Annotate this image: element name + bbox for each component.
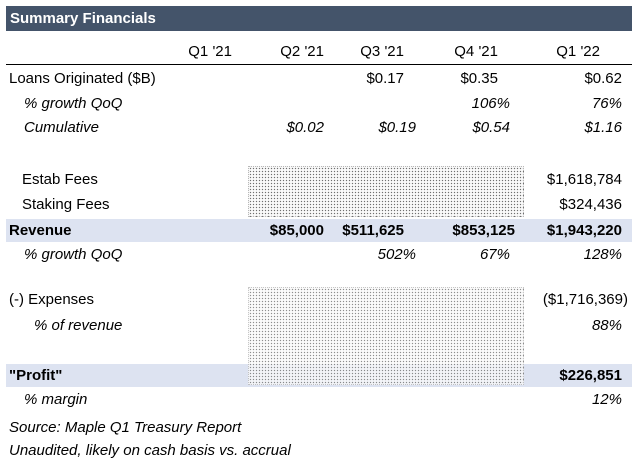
row-label-estab-fees: Estab Fees xyxy=(22,171,98,188)
row-label-expenses: (-) Expenses xyxy=(9,291,95,308)
row-label-cumulative: Cumulative xyxy=(24,119,100,136)
column-header-q1-21: Q1 '21 xyxy=(188,43,232,60)
source-footnote: Source: Maple Q1 Treasury Report xyxy=(9,419,242,436)
header-divider xyxy=(6,64,632,65)
column-header-q4-21: Q4 '21 xyxy=(454,43,498,60)
row-label-pct-of-revenue: % of revenue xyxy=(34,317,123,334)
table-title: Summary Financials xyxy=(6,6,632,31)
cell-revenue-growth-q4-21: 67% xyxy=(479,246,510,263)
cell-pct-of-revenue-q1-22: 88% xyxy=(591,317,622,334)
column-header-q2-21: Q2 '21 xyxy=(280,43,324,60)
cell-cumulative-q3-21: $0.19 xyxy=(378,119,416,136)
row-label-revenue: Revenue xyxy=(9,222,72,239)
redacted-expenses-area xyxy=(248,287,524,385)
row-label-loans-originated: Loans Originated ($B) xyxy=(9,70,156,87)
cell-revenue-q4-21: $853,125 xyxy=(452,222,515,239)
row-label-margin: % margin xyxy=(24,391,88,408)
row-label-staking-fees: Staking Fees xyxy=(22,196,110,213)
cell-revenue-q2-21: $85,000 xyxy=(269,222,324,239)
column-header-q3-21: Q3 '21 xyxy=(360,43,404,60)
cell-cumulative-q1-22: $1.16 xyxy=(584,119,622,136)
cell-loans-growth-q1-22: 76% xyxy=(591,95,622,112)
cell-revenue-q3-21: $511,625 xyxy=(342,222,404,239)
column-header-q1-22: Q1 '22 xyxy=(556,43,600,60)
cell-loans-growth-q4-21: 106% xyxy=(471,95,510,112)
cell-estab-fees-q1-22: $1,618,784 xyxy=(546,171,622,188)
disclaimer-footnote: Unaudited, likely on cash basis vs. accr… xyxy=(9,442,291,459)
row-label-loans-growth: % growth QoQ xyxy=(24,95,123,112)
cell-profit-q1-22: $226,851 xyxy=(559,367,622,384)
cell-cumulative-q2-21: $0.02 xyxy=(286,119,324,136)
redacted-fees-area xyxy=(248,166,524,217)
cell-revenue-growth-q3-21: 502% xyxy=(377,246,416,263)
row-label-revenue-growth: % growth QoQ xyxy=(24,246,123,263)
cell-revenue-q1-22: $1,943,220 xyxy=(546,222,622,239)
cell-loans-q3-21: $0.17 xyxy=(366,70,404,87)
cell-revenue-growth-q1-22: 128% xyxy=(583,246,622,263)
row-label-profit: "Profit" xyxy=(9,367,63,384)
cell-loans-q1-22: $0.62 xyxy=(584,70,622,87)
cell-margin-q1-22: 12% xyxy=(591,391,622,408)
cell-loans-q4-21: $0.35 xyxy=(460,70,498,87)
cell-staking-fees-q1-22: $324,436 xyxy=(559,196,622,213)
revenue-row-band xyxy=(6,219,632,242)
cell-expenses-q1-22: ($1,716,369) xyxy=(542,291,628,308)
cell-cumulative-q4-21: $0.54 xyxy=(472,119,510,136)
